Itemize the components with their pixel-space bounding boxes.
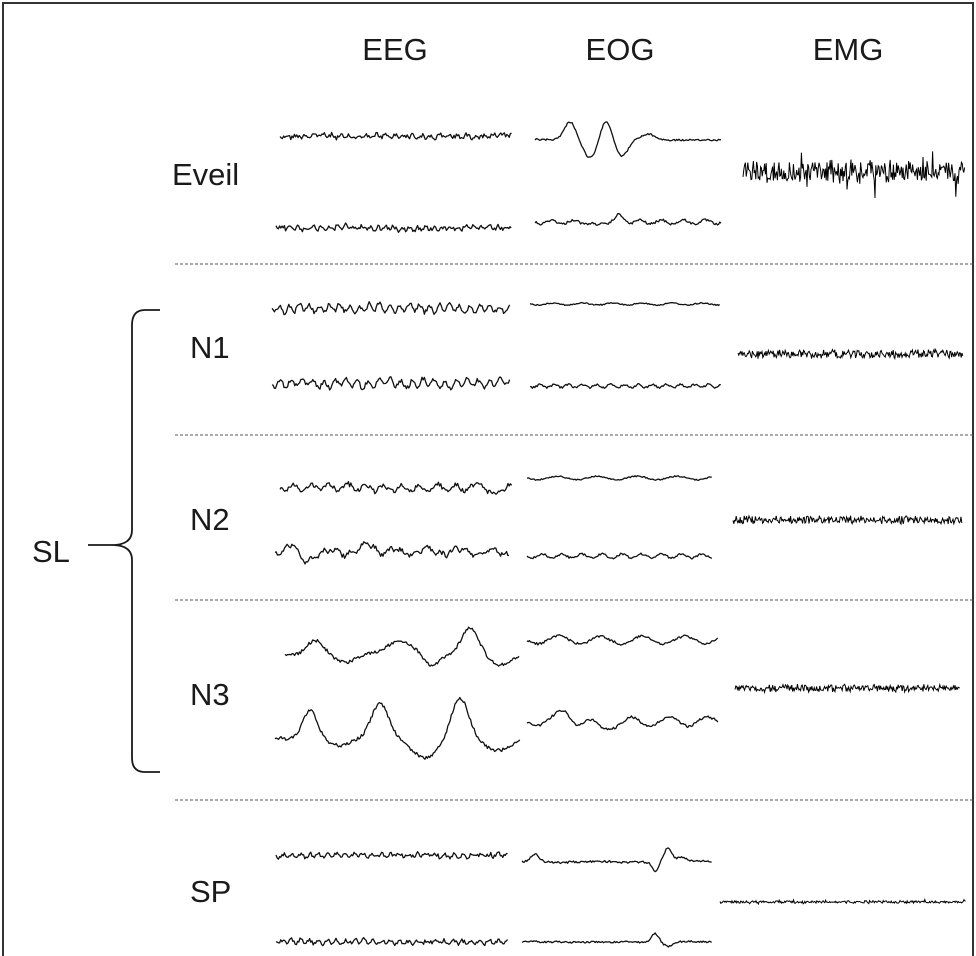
- eog-trace: [526, 552, 713, 560]
- stage-label-sp: SP: [190, 874, 231, 909]
- eeg-trace: [279, 481, 513, 495]
- signal-traces: [271, 121, 966, 948]
- eog-trace: [534, 212, 722, 226]
- eog-trace: [534, 121, 722, 158]
- eeg-trace: [271, 301, 511, 316]
- eog-trace: [529, 301, 721, 307]
- column-header-eog: EOG: [586, 32, 655, 67]
- stage-label-n3: N3: [190, 677, 230, 712]
- eog-trace: [521, 932, 712, 948]
- eeg-trace: [279, 131, 512, 141]
- eeg-trace: [275, 936, 509, 947]
- eeg-trace: [275, 222, 512, 233]
- eog-trace: [529, 382, 721, 390]
- eeg-trace: [271, 376, 511, 391]
- column-header-eeg: EEG: [362, 32, 427, 67]
- group-label-sl: SL: [32, 534, 70, 569]
- eog-trace: [526, 709, 719, 731]
- emg-trace: [737, 347, 964, 361]
- column-header-emg: EMG: [813, 32, 884, 67]
- eog-trace: [521, 847, 712, 873]
- emg-trace: [734, 682, 961, 695]
- emg-trace: [742, 151, 966, 199]
- eeg-trace: [274, 696, 521, 760]
- stage-label-n2: N2: [190, 502, 230, 537]
- eeg-trace: [275, 851, 508, 860]
- eeg-trace: [284, 626, 520, 667]
- emg-trace: [719, 898, 966, 906]
- stage-label-eveil: Eveil: [172, 157, 239, 192]
- sl-brace: [88, 309, 160, 773]
- emg-trace: [732, 514, 963, 526]
- eeg-trace: [274, 541, 510, 565]
- stage-label-n1: N1: [190, 330, 230, 365]
- eog-trace: [526, 634, 719, 646]
- eog-trace: [526, 475, 712, 481]
